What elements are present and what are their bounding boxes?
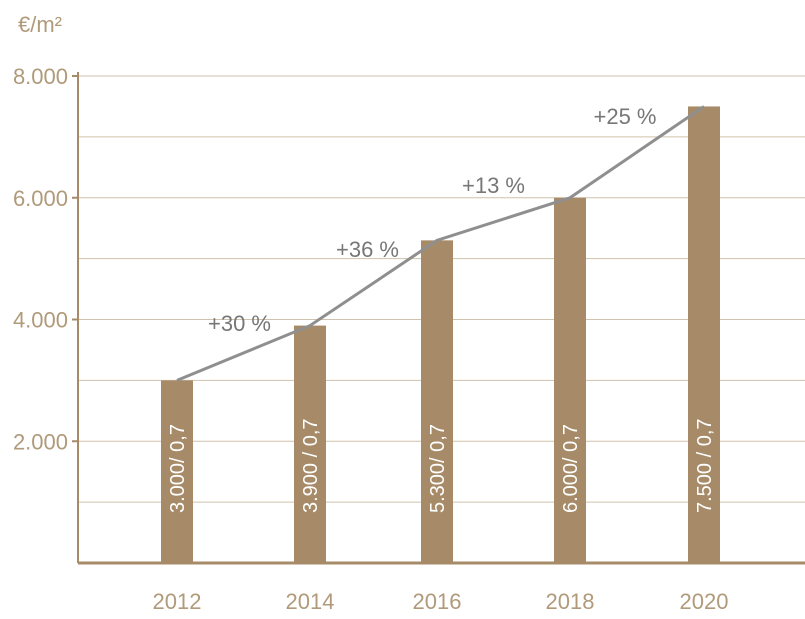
y-tick-label-2000: 2.000 — [13, 429, 68, 454]
y-tick-label-6000: 6.000 — [13, 186, 68, 211]
bar-2020 — [688, 106, 720, 563]
growth-label-1: +30 % — [208, 311, 271, 336]
y-unit-label: €/m² — [18, 12, 62, 37]
growth-label-3: +13 % — [462, 173, 525, 198]
bar-2012 — [161, 380, 193, 563]
x-tick-labels: 2012 2014 2016 2018 2020 — [153, 589, 729, 614]
bars: 3.000/ 0,7 3.900 / 0,7 5.300/ 0,7 6.000/ 0,… — [161, 106, 720, 564]
x-tick-label-2016: 2016 — [413, 589, 462, 614]
x-tick-label-2012: 2012 — [153, 589, 202, 614]
y-tick-label-4000: 4.000 — [13, 308, 68, 333]
growth-labels: +30 % +36 % +13 % +25 % — [208, 104, 657, 336]
bar-label-2014: 3.900 / 0,7 — [300, 418, 322, 513]
trend-line — [176, 105, 705, 382]
bar-label-2020: 7.500 / 0,7 — [694, 418, 716, 513]
bar-2014 — [294, 325, 326, 563]
y-tick-labels: 2.000 4.000 6.000 8.000 — [13, 64, 78, 454]
x-tick-label-2014: 2014 — [286, 589, 335, 614]
trend-line-group — [176, 105, 705, 382]
bar-label-2018: 6.000/ 0,7 — [560, 424, 582, 513]
bar-2018 — [554, 197, 586, 563]
growth-label-4: +25 % — [594, 104, 657, 129]
bar-label-2016: 5.300/ 0,7 — [427, 424, 449, 513]
growth-label-2: +36 % — [336, 237, 399, 262]
x-tick-label-2020: 2020 — [680, 589, 729, 614]
x-tick-label-2018: 2018 — [546, 589, 595, 614]
bar-2016 — [421, 240, 453, 564]
y-tick-label-8000: 8.000 — [13, 64, 68, 89]
bar-label-2012: 3.000/ 0,7 — [167, 424, 189, 513]
